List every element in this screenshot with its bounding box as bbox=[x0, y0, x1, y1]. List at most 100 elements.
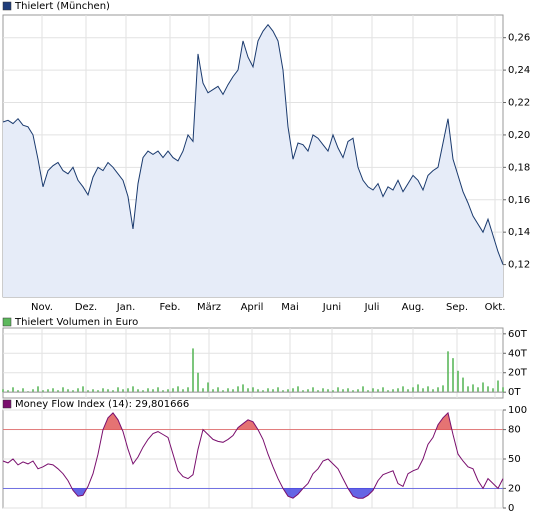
volume-bar bbox=[292, 388, 294, 393]
x-tick-label: Feb. bbox=[160, 302, 181, 313]
volume-bar bbox=[162, 390, 164, 393]
volume-bar bbox=[502, 387, 504, 393]
volume-bar bbox=[222, 390, 224, 393]
x-tick-label: Juni bbox=[322, 302, 341, 313]
volume-bar bbox=[212, 389, 214, 393]
volume-bar bbox=[462, 377, 464, 393]
volume-bar bbox=[192, 348, 194, 393]
y-tick-label: 0,12 bbox=[508, 260, 530, 271]
y-tick-label: 0 bbox=[508, 503, 514, 514]
legend-label: Thielert (München) bbox=[14, 1, 110, 12]
volume-bar bbox=[287, 389, 289, 393]
x-tick-label: März bbox=[197, 302, 221, 313]
x-tick-label: Aug. bbox=[402, 302, 425, 313]
x-tick-label: Mai bbox=[281, 302, 299, 313]
volume-bar bbox=[262, 390, 264, 393]
volume-bar bbox=[312, 387, 314, 393]
volume-bar bbox=[322, 388, 324, 393]
volume-bar bbox=[452, 358, 454, 393]
y-tick-label: 0,24 bbox=[508, 65, 530, 76]
volume-bar bbox=[372, 388, 374, 393]
volume-bar bbox=[437, 387, 439, 393]
volume-bar bbox=[477, 387, 479, 393]
volume-bar bbox=[52, 388, 54, 393]
y-tick-label: 80 bbox=[508, 425, 521, 436]
volume-bar bbox=[17, 390, 19, 393]
y-tick-label: 0,26 bbox=[508, 33, 530, 44]
volume-bar bbox=[117, 387, 119, 393]
volume-bar bbox=[97, 390, 99, 393]
volume-bar bbox=[2, 389, 4, 393]
x-tick-label: Sep. bbox=[446, 302, 468, 313]
y-tick-label: 0,20 bbox=[508, 130, 530, 141]
volume-bar bbox=[362, 386, 364, 393]
volume-bar bbox=[77, 388, 79, 393]
y-tick-label: 20T bbox=[508, 368, 528, 379]
volume-bar bbox=[487, 386, 489, 393]
volume-bar bbox=[62, 387, 64, 393]
volume-bar bbox=[402, 386, 404, 393]
y-tick-label: 50 bbox=[508, 454, 521, 465]
volume-bar bbox=[337, 387, 339, 393]
volume-bar bbox=[142, 390, 144, 393]
volume-bar bbox=[492, 388, 494, 393]
volume-bar bbox=[377, 389, 379, 393]
volume-bar bbox=[282, 390, 284, 393]
volume-bar bbox=[227, 388, 229, 393]
volume-bar bbox=[102, 388, 104, 393]
volume-bar bbox=[57, 390, 59, 393]
y-tick-label: 0,22 bbox=[508, 98, 530, 109]
volume-bar bbox=[87, 390, 89, 393]
volume-bar bbox=[412, 387, 414, 393]
legend-label: Money Flow Index (14): 29,801666 bbox=[15, 399, 189, 410]
volume-bar bbox=[202, 388, 204, 393]
volume-bar bbox=[407, 389, 409, 393]
volume-bar bbox=[157, 387, 159, 393]
volume-bar bbox=[82, 386, 84, 393]
volume-bar bbox=[122, 389, 124, 393]
volume-bar bbox=[197, 372, 199, 393]
volume-bar bbox=[147, 388, 149, 393]
y-tick-label: 0,16 bbox=[508, 195, 530, 206]
volume-bar bbox=[37, 386, 39, 393]
volume-bar bbox=[232, 389, 234, 393]
mfi-line bbox=[2, 411, 504, 499]
y-tick-label: 100 bbox=[508, 405, 527, 416]
volume-bar bbox=[127, 388, 129, 393]
legend-swatch bbox=[2, 399, 12, 409]
x-tick-label: Juli bbox=[364, 302, 380, 313]
volume-bar bbox=[357, 389, 359, 393]
volume-bar bbox=[167, 389, 169, 393]
price-area bbox=[3, 24, 503, 297]
volume-bar bbox=[67, 389, 69, 393]
x-tick-label: Dez. bbox=[75, 302, 97, 313]
legend-label: Thielert Volumen in Euro bbox=[14, 317, 138, 328]
volume-bar bbox=[182, 389, 184, 393]
volume-bar bbox=[392, 389, 394, 393]
legend-swatch bbox=[2, 317, 12, 327]
volume-bar bbox=[447, 351, 449, 393]
volume-bar bbox=[457, 370, 459, 393]
volume-bar bbox=[32, 389, 34, 393]
volume-bar bbox=[397, 388, 399, 393]
volume-bar bbox=[252, 387, 254, 393]
volume-bar bbox=[302, 390, 304, 393]
volume-bar bbox=[107, 389, 109, 393]
volume-bar bbox=[367, 390, 369, 393]
volume-bar bbox=[47, 389, 49, 393]
y-tick-label: 40T bbox=[508, 348, 528, 359]
volume-bar bbox=[112, 390, 114, 393]
volume-bar bbox=[342, 389, 344, 393]
volume-bar bbox=[92, 389, 94, 393]
legend-swatch bbox=[2, 1, 12, 11]
volume-bar bbox=[237, 386, 239, 393]
volume-bar bbox=[497, 380, 499, 393]
volume-bar bbox=[177, 386, 179, 393]
volume-bar bbox=[217, 387, 219, 393]
volume-bar bbox=[272, 389, 274, 393]
x-tick-label: Nov. bbox=[31, 302, 53, 313]
volume-bar bbox=[152, 389, 154, 393]
volume-bar bbox=[132, 386, 134, 393]
volume-bar bbox=[242, 384, 244, 393]
